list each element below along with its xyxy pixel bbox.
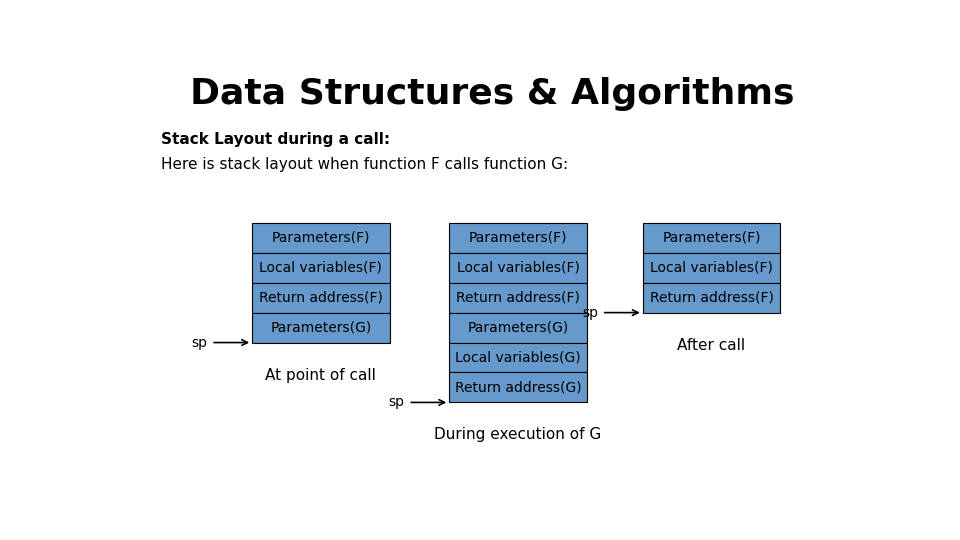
FancyBboxPatch shape — [252, 282, 390, 313]
FancyBboxPatch shape — [449, 313, 587, 342]
Text: Return address(F): Return address(F) — [650, 291, 774, 305]
FancyBboxPatch shape — [642, 253, 780, 282]
FancyBboxPatch shape — [252, 253, 390, 282]
FancyBboxPatch shape — [642, 223, 780, 253]
FancyBboxPatch shape — [449, 253, 587, 282]
FancyBboxPatch shape — [449, 282, 587, 313]
Text: Return address(F): Return address(F) — [456, 291, 580, 305]
Text: Local variables(F): Local variables(F) — [457, 261, 580, 275]
Text: Parameters(F): Parameters(F) — [662, 231, 760, 245]
Text: Local variables(F): Local variables(F) — [259, 261, 382, 275]
Text: Parameters(G): Parameters(G) — [468, 321, 568, 335]
FancyBboxPatch shape — [252, 223, 390, 253]
Text: Data Structures & Algorithms: Data Structures & Algorithms — [190, 77, 794, 111]
Text: sp: sp — [389, 395, 404, 409]
Text: After call: After call — [678, 338, 746, 353]
Text: Here is stack layout when function F calls function G:: Here is stack layout when function F cal… — [161, 157, 568, 172]
FancyBboxPatch shape — [252, 313, 390, 342]
Text: Return address(F): Return address(F) — [259, 291, 383, 305]
FancyBboxPatch shape — [449, 373, 587, 402]
Text: Parameters(F): Parameters(F) — [272, 231, 371, 245]
FancyBboxPatch shape — [449, 342, 587, 373]
Text: During execution of G: During execution of G — [435, 427, 602, 442]
Text: Local variables(G): Local variables(G) — [455, 350, 581, 365]
Text: Return address(G): Return address(G) — [455, 381, 582, 394]
FancyBboxPatch shape — [449, 223, 587, 253]
Text: Parameters(G): Parameters(G) — [271, 321, 372, 335]
Text: sp: sp — [191, 335, 207, 349]
FancyBboxPatch shape — [642, 282, 780, 313]
Text: Stack Layout during a call:: Stack Layout during a call: — [161, 132, 390, 147]
Text: At point of call: At point of call — [266, 368, 376, 382]
Text: Local variables(F): Local variables(F) — [650, 261, 773, 275]
Text: sp: sp — [582, 306, 598, 320]
Text: Parameters(F): Parameters(F) — [468, 231, 567, 245]
